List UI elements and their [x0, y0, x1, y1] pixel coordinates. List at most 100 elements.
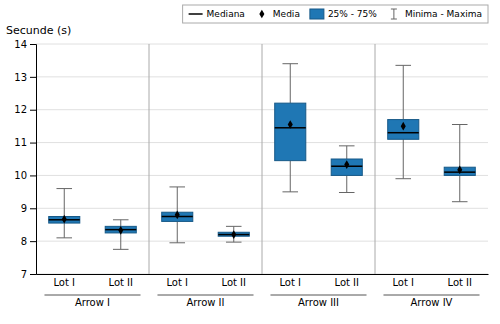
cap-high	[452, 124, 468, 125]
plot: 7891011121314Lot ILot IILot ILot IILot I…	[14, 39, 488, 308]
box-plot	[275, 64, 306, 192]
group-bracket	[383, 295, 479, 296]
cap-high	[395, 65, 411, 66]
y-tick-mark	[30, 175, 36, 176]
whisker-high	[120, 220, 121, 227]
cap-low	[395, 178, 411, 179]
cap-high	[113, 219, 129, 220]
cap-low	[226, 242, 242, 243]
box-plot	[162, 187, 193, 243]
y-tick-mark	[30, 143, 36, 144]
y-tick: 10	[14, 170, 36, 181]
x-tick: Lot I	[166, 274, 188, 288]
box-plot	[218, 226, 249, 242]
group-bracket	[157, 295, 253, 296]
x-tick-label: Lot I	[279, 277, 301, 288]
x-tick-label: Lot II	[334, 277, 359, 288]
grid	[36, 44, 488, 274]
separator	[375, 44, 376, 274]
mean	[62, 215, 67, 224]
y-tick-label: 14	[14, 39, 27, 50]
legend-symbol-part	[393, 9, 394, 19]
legend-symbol	[189, 13, 203, 15]
cap-low	[113, 249, 129, 250]
x-tick-label: Lot II	[447, 277, 472, 288]
x-axis: Lot I Lot II Lot I Lot II Lot I Lot II Lot I Lo…	[37, 274, 489, 288]
y-tick-label: 11	[14, 137, 27, 148]
whisker-low	[64, 223, 65, 238]
cap-low	[282, 191, 298, 192]
box	[331, 159, 362, 175]
cap-low	[452, 201, 468, 202]
y-axis-line	[30, 45, 37, 275]
whisker-low	[177, 221, 178, 242]
y-tick: 14	[14, 39, 36, 50]
x-tick: Lot II	[334, 274, 359, 288]
whisker-low	[290, 161, 291, 192]
boxes	[49, 64, 476, 250]
y-tick: 13	[14, 72, 36, 83]
cap-high	[339, 145, 355, 146]
cap-low	[339, 192, 355, 193]
x-tick: Lot I	[279, 274, 301, 288]
y-tick: 11	[14, 137, 36, 148]
legend-symbol	[259, 10, 264, 19]
mean	[457, 165, 462, 174]
legend-label: 25% - 75%	[328, 9, 377, 19]
whisker-high	[177, 187, 178, 212]
mean	[118, 226, 123, 235]
whisker-high	[290, 64, 291, 103]
y-tick-label: 8	[21, 236, 27, 247]
legend-symbol	[310, 9, 324, 19]
whisker-low	[459, 175, 460, 201]
separator	[149, 44, 150, 274]
y-tick: 12	[14, 104, 36, 115]
legend-item: Media	[259, 9, 300, 19]
y-tick-label: 12	[14, 104, 27, 115]
x-tick-label: Lot I	[166, 277, 188, 288]
y-tick-mark	[30, 274, 36, 275]
box-plot	[444, 125, 475, 202]
x-tick-label: Lot I	[53, 277, 75, 288]
legend-item: 25% - 75%	[310, 9, 377, 19]
group-label: Arrow I	[75, 297, 110, 308]
legend-label: Media	[273, 9, 300, 19]
cap-high	[282, 63, 298, 64]
y-axis-title: Secunde (s)	[6, 24, 71, 37]
legend-symbol	[391, 9, 397, 19]
x-tick-label: Lot I	[392, 277, 414, 288]
y-tick-mark	[30, 77, 36, 78]
group-bracket	[270, 295, 366, 296]
group-label: Arrow III	[298, 297, 339, 308]
y-tick-mark	[30, 110, 36, 111]
x-tick: Lot II	[108, 274, 133, 288]
x-tick: Lot II	[447, 274, 472, 288]
x-tick: Lot I	[53, 274, 75, 288]
x-tick: Lot II	[221, 274, 246, 288]
y-tick-mark	[30, 208, 36, 209]
x-tick-label: Lot II	[108, 277, 133, 288]
box-plot	[331, 146, 362, 193]
cap-high	[56, 188, 72, 189]
mean	[401, 122, 406, 131]
y-tick-label: 7	[21, 269, 27, 280]
mean	[231, 230, 236, 239]
mean	[344, 160, 349, 169]
x-tick-label: Lot II	[221, 277, 246, 288]
cap-low	[169, 242, 185, 243]
group-label: Arrow IV	[411, 297, 453, 308]
chart: 7891011121314Lot ILot IILot ILot IILot I…	[0, 0, 500, 324]
y-axis: 7891011121314	[14, 39, 36, 280]
legend-item: Minima - Maxima	[391, 9, 482, 19]
separators	[149, 44, 375, 274]
cap-high	[169, 186, 185, 187]
box-plot	[388, 65, 419, 178]
box	[275, 103, 306, 161]
box-plot	[105, 220, 136, 250]
group-bracket	[44, 295, 140, 296]
category-groups: Arrow I Arrow II Arrow III Arrow IV	[44, 295, 479, 308]
group-label: Arrow II	[186, 297, 224, 308]
legend-symbol-part	[391, 9, 397, 10]
whisker-low	[346, 175, 347, 192]
legend-symbol-part	[391, 19, 397, 20]
